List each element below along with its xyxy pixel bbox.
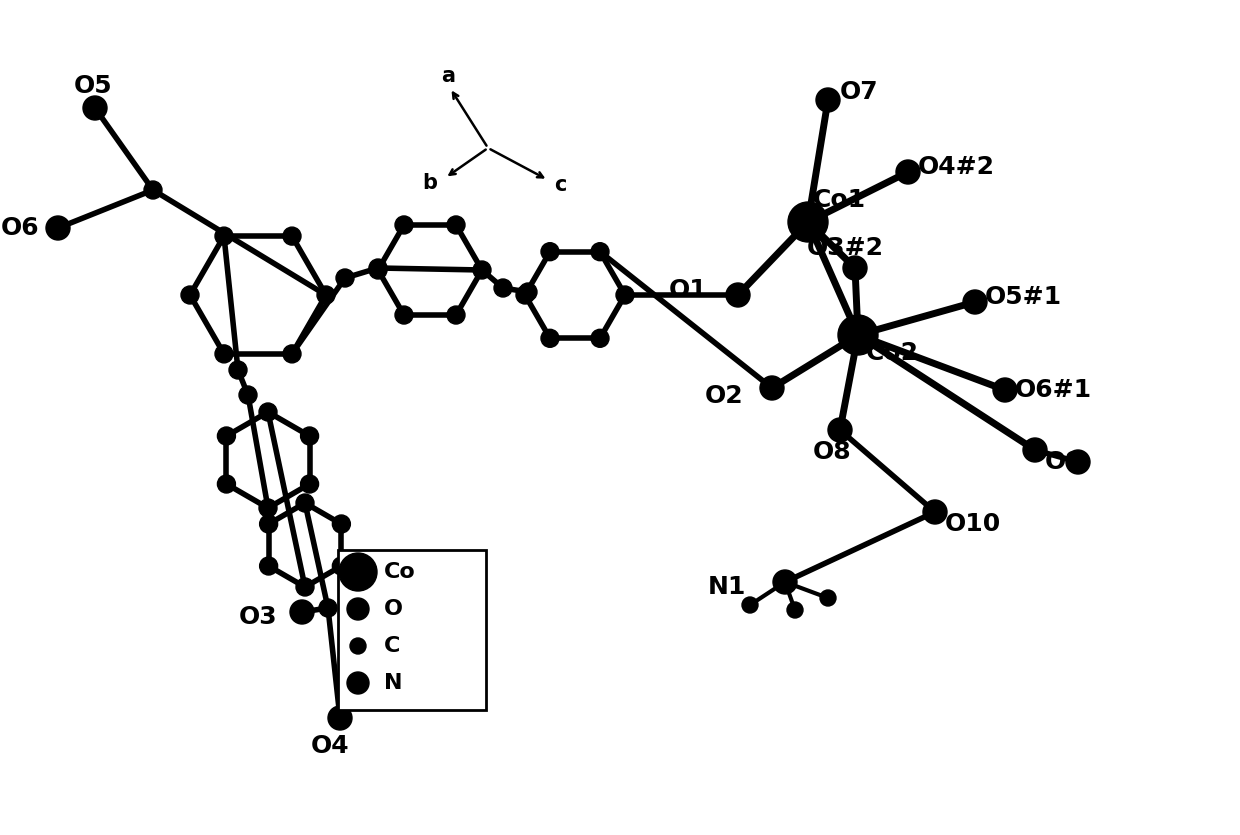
Circle shape: [215, 345, 233, 363]
Circle shape: [283, 227, 301, 245]
Text: O6#1: O6#1: [1016, 378, 1092, 402]
Circle shape: [396, 306, 413, 324]
Circle shape: [897, 160, 920, 184]
Text: O1: O1: [668, 278, 707, 302]
Circle shape: [319, 599, 337, 617]
Circle shape: [516, 286, 534, 304]
Circle shape: [787, 202, 828, 242]
Circle shape: [1066, 450, 1090, 474]
Circle shape: [742, 597, 758, 613]
Text: O3: O3: [238, 605, 278, 629]
Text: N: N: [384, 673, 403, 693]
Circle shape: [290, 600, 314, 624]
Circle shape: [520, 283, 537, 301]
Circle shape: [816, 88, 839, 112]
Text: O3#2: O3#2: [806, 236, 883, 260]
Text: C: C: [384, 636, 401, 656]
Circle shape: [541, 243, 559, 261]
Text: O5: O5: [73, 74, 113, 98]
Text: N1: N1: [708, 575, 746, 599]
Circle shape: [963, 290, 987, 314]
Circle shape: [370, 261, 387, 279]
Circle shape: [787, 602, 804, 618]
Text: O5#1: O5#1: [985, 285, 1063, 309]
Text: Co1: Co1: [813, 188, 866, 212]
Circle shape: [215, 227, 233, 245]
Circle shape: [396, 216, 413, 234]
Circle shape: [591, 243, 609, 261]
Circle shape: [347, 672, 370, 694]
Circle shape: [283, 345, 301, 363]
Circle shape: [843, 256, 867, 280]
Circle shape: [923, 500, 947, 524]
Circle shape: [339, 553, 377, 591]
Circle shape: [993, 378, 1017, 402]
Text: O7: O7: [839, 80, 879, 104]
Circle shape: [296, 494, 314, 512]
Circle shape: [336, 269, 353, 287]
Circle shape: [773, 570, 797, 594]
Circle shape: [83, 96, 107, 120]
Circle shape: [229, 361, 247, 379]
Circle shape: [239, 386, 257, 404]
Circle shape: [217, 427, 236, 445]
Text: O9: O9: [1045, 450, 1084, 474]
Circle shape: [181, 286, 198, 304]
Circle shape: [332, 557, 351, 575]
Circle shape: [259, 499, 277, 517]
Circle shape: [541, 329, 559, 347]
Circle shape: [591, 329, 609, 347]
Circle shape: [616, 286, 634, 304]
Circle shape: [820, 590, 836, 606]
Circle shape: [296, 578, 314, 596]
Circle shape: [259, 557, 278, 575]
Text: O8: O8: [812, 440, 852, 464]
Circle shape: [446, 306, 465, 324]
Circle shape: [446, 216, 465, 234]
Text: Co2: Co2: [866, 341, 919, 365]
Circle shape: [760, 376, 784, 400]
Text: O4: O4: [311, 734, 350, 758]
Text: O2: O2: [704, 384, 743, 408]
Text: c: c: [554, 175, 567, 195]
Circle shape: [370, 259, 387, 277]
Circle shape: [347, 598, 370, 620]
Circle shape: [838, 315, 878, 355]
Text: O6: O6: [1, 216, 40, 240]
Text: a: a: [441, 66, 455, 86]
Circle shape: [1023, 438, 1047, 462]
Circle shape: [300, 427, 319, 445]
Circle shape: [332, 515, 351, 533]
Text: O10: O10: [945, 512, 1001, 536]
Circle shape: [300, 475, 319, 493]
Circle shape: [350, 638, 366, 654]
Text: O4#2: O4#2: [918, 155, 994, 179]
Text: O: O: [384, 599, 403, 619]
Circle shape: [494, 279, 512, 297]
Circle shape: [259, 403, 277, 421]
Text: b: b: [423, 173, 438, 193]
Circle shape: [828, 418, 852, 442]
Circle shape: [46, 216, 69, 240]
Circle shape: [144, 181, 162, 199]
Circle shape: [725, 283, 750, 307]
Circle shape: [329, 706, 352, 730]
Text: Co: Co: [384, 562, 415, 582]
Circle shape: [472, 261, 491, 279]
Circle shape: [217, 475, 236, 493]
Circle shape: [259, 515, 278, 533]
FancyBboxPatch shape: [339, 550, 486, 710]
Circle shape: [317, 286, 335, 304]
